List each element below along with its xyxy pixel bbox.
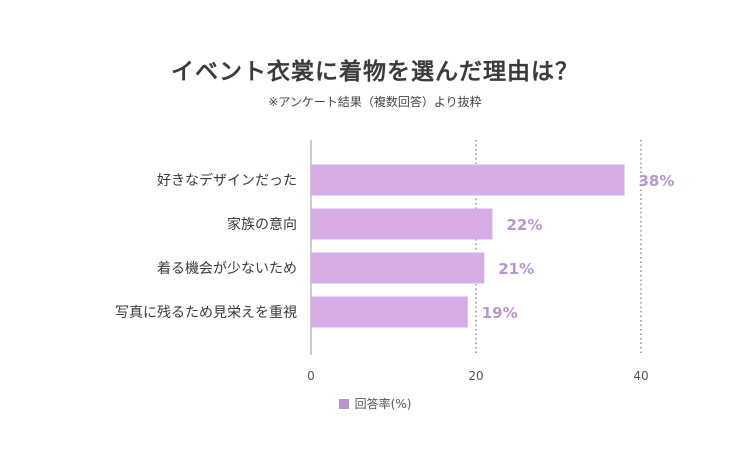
data-label-4: 19% xyxy=(482,304,518,322)
bar-3 xyxy=(311,252,485,284)
legend-label: 回答率(%) xyxy=(354,397,412,411)
x-tick-label-0: 0 xyxy=(307,369,315,383)
category-label-4: 写真に残るため見栄えを重視 xyxy=(115,305,297,321)
bar-1 xyxy=(311,164,625,196)
category-label-1: 好きなデザインだった xyxy=(157,172,297,189)
data-label-2: 22% xyxy=(507,216,543,234)
bar-2 xyxy=(311,208,493,240)
legend-swatch xyxy=(338,398,349,409)
x-tick-label-2: 40 xyxy=(633,369,648,383)
bar-4 xyxy=(311,296,468,328)
category-label-3: 着る機会が少ないため xyxy=(157,261,297,277)
legend: 回答率(%) xyxy=(0,395,750,412)
x-tick-label-1: 20 xyxy=(468,369,483,383)
data-label-3: 21% xyxy=(498,260,534,278)
chart-subtitle: ※アンケート結果（複数回答）より抜粋 xyxy=(268,95,482,109)
category-label-2: 家族の意向 xyxy=(227,216,297,233)
data-label-1: 38% xyxy=(639,172,675,190)
chart-title: イベント衣裳に着物を選んだ理由は？ xyxy=(171,59,579,85)
